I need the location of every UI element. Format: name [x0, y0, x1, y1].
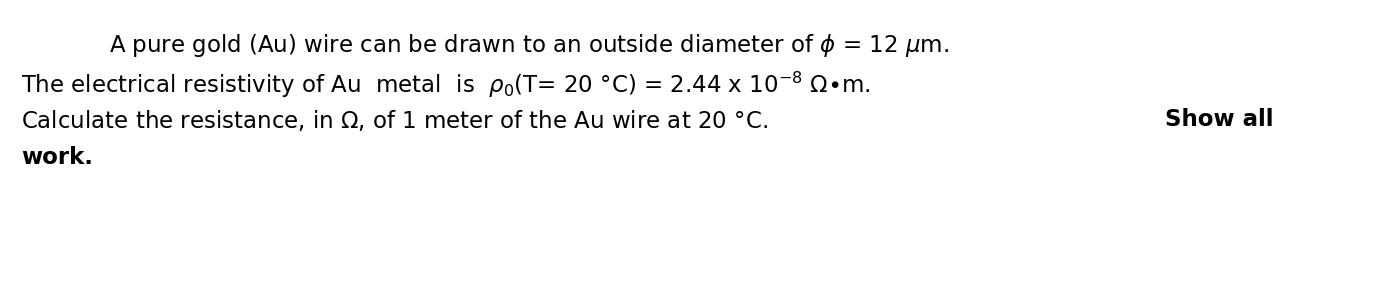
- Text: Calculate the resistance, in $\Omega$, of 1 meter of the Au wire at 20 °C.: Calculate the resistance, in $\Omega$, o…: [21, 108, 770, 133]
- Text: Show all: Show all: [1165, 108, 1273, 131]
- Text: The electrical resistivity of Au  metal  is  $\rho_0$(T= 20 °C) = 2.44 x 10$^{-8: The electrical resistivity of Au metal i…: [21, 70, 871, 100]
- Text: A pure gold (Au) wire can be drawn to an outside diameter of $\phi$ = 12 $\mu$m.: A pure gold (Au) wire can be drawn to an…: [109, 32, 949, 59]
- Text: work.: work.: [21, 146, 93, 169]
